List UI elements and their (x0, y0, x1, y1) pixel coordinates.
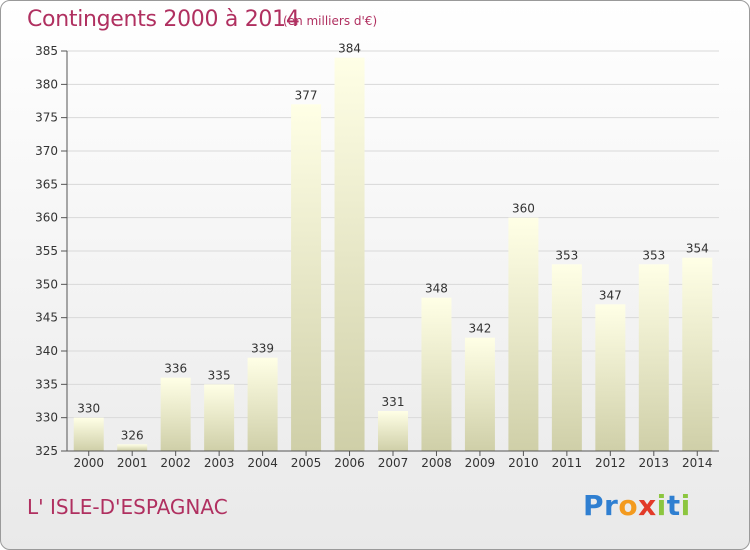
x-tick-label: 2006 (334, 456, 365, 470)
x-tick-label: 2004 (247, 456, 278, 470)
data-label: 342 (468, 322, 491, 336)
data-label: 354 (686, 242, 709, 256)
chart-title: Contingents 2000 à 2014 (27, 7, 300, 32)
data-label: 330 (77, 402, 100, 416)
bar (204, 384, 235, 451)
y-tick-label: 385 (35, 44, 58, 58)
data-label: 336 (164, 362, 187, 376)
bar (421, 297, 452, 451)
bar (117, 444, 148, 451)
y-tick-label: 325 (35, 444, 58, 458)
x-tick-label: 2001 (117, 456, 148, 470)
y-tick-label: 345 (35, 311, 58, 325)
x-tick-label: 2005 (291, 456, 322, 470)
chart-subtitle: (en milliers d'€) (283, 14, 378, 28)
y-tick-label: 350 (35, 277, 58, 291)
bar (464, 337, 495, 451)
y-tick-label: 360 (35, 211, 58, 225)
x-tick-label: 2002 (160, 456, 191, 470)
commune-name: L' ISLE-D'ESPAGNAC (27, 495, 228, 519)
bar (638, 264, 669, 451)
x-tick-label: 2010 (508, 456, 539, 470)
y-tick-label: 370 (35, 144, 58, 158)
bar (73, 417, 104, 451)
data-label: 360 (512, 202, 535, 216)
data-label: 377 (295, 88, 318, 102)
bars: 330 326 336 335 339 377 384 331 348 342 360 353 347 3… (73, 42, 713, 452)
data-label: 384 (338, 42, 361, 56)
bar (160, 377, 191, 451)
x-tick-label: 2012 (595, 456, 626, 470)
x-tick-label: 2011 (552, 456, 583, 470)
y-tick-label: 340 (35, 344, 58, 358)
data-label: 348 (425, 282, 448, 296)
x-tick-label: 2003 (204, 456, 235, 470)
x-tick-label: 2000 (73, 456, 104, 470)
data-label: 326 (121, 428, 144, 442)
bar (378, 411, 408, 451)
bar (247, 357, 278, 451)
data-label: 335 (208, 368, 231, 382)
bar (508, 217, 539, 451)
y-tick-label: 380 (35, 77, 58, 91)
bar (334, 57, 365, 452)
bar (595, 304, 626, 451)
data-label: 331 (382, 395, 405, 409)
bar (551, 264, 582, 451)
data-label: 339 (251, 342, 274, 356)
y-tick-label: 355 (35, 244, 58, 258)
x-tick-label: 2014 (682, 456, 713, 470)
data-label: 347 (599, 288, 622, 302)
x-tick-label: 2013 (639, 456, 670, 470)
data-label: 353 (642, 248, 665, 262)
y-tick-label: 365 (35, 177, 58, 191)
axes: 325 330 335 340 345 350 355 360 365 370 375 380 385 2… (35, 44, 719, 470)
x-tick-label: 2009 (465, 456, 496, 470)
y-tick-label: 335 (35, 377, 58, 391)
y-tick-label: 330 (35, 411, 58, 425)
proxiti-logo[interactable]: Proxiti (583, 489, 691, 522)
bar (682, 257, 713, 451)
data-label: 353 (555, 248, 578, 262)
y-tick-label: 375 (35, 111, 58, 125)
x-tick-label: 2007 (378, 456, 409, 470)
bar (291, 104, 322, 451)
x-tick-label: 2008 (421, 456, 452, 470)
